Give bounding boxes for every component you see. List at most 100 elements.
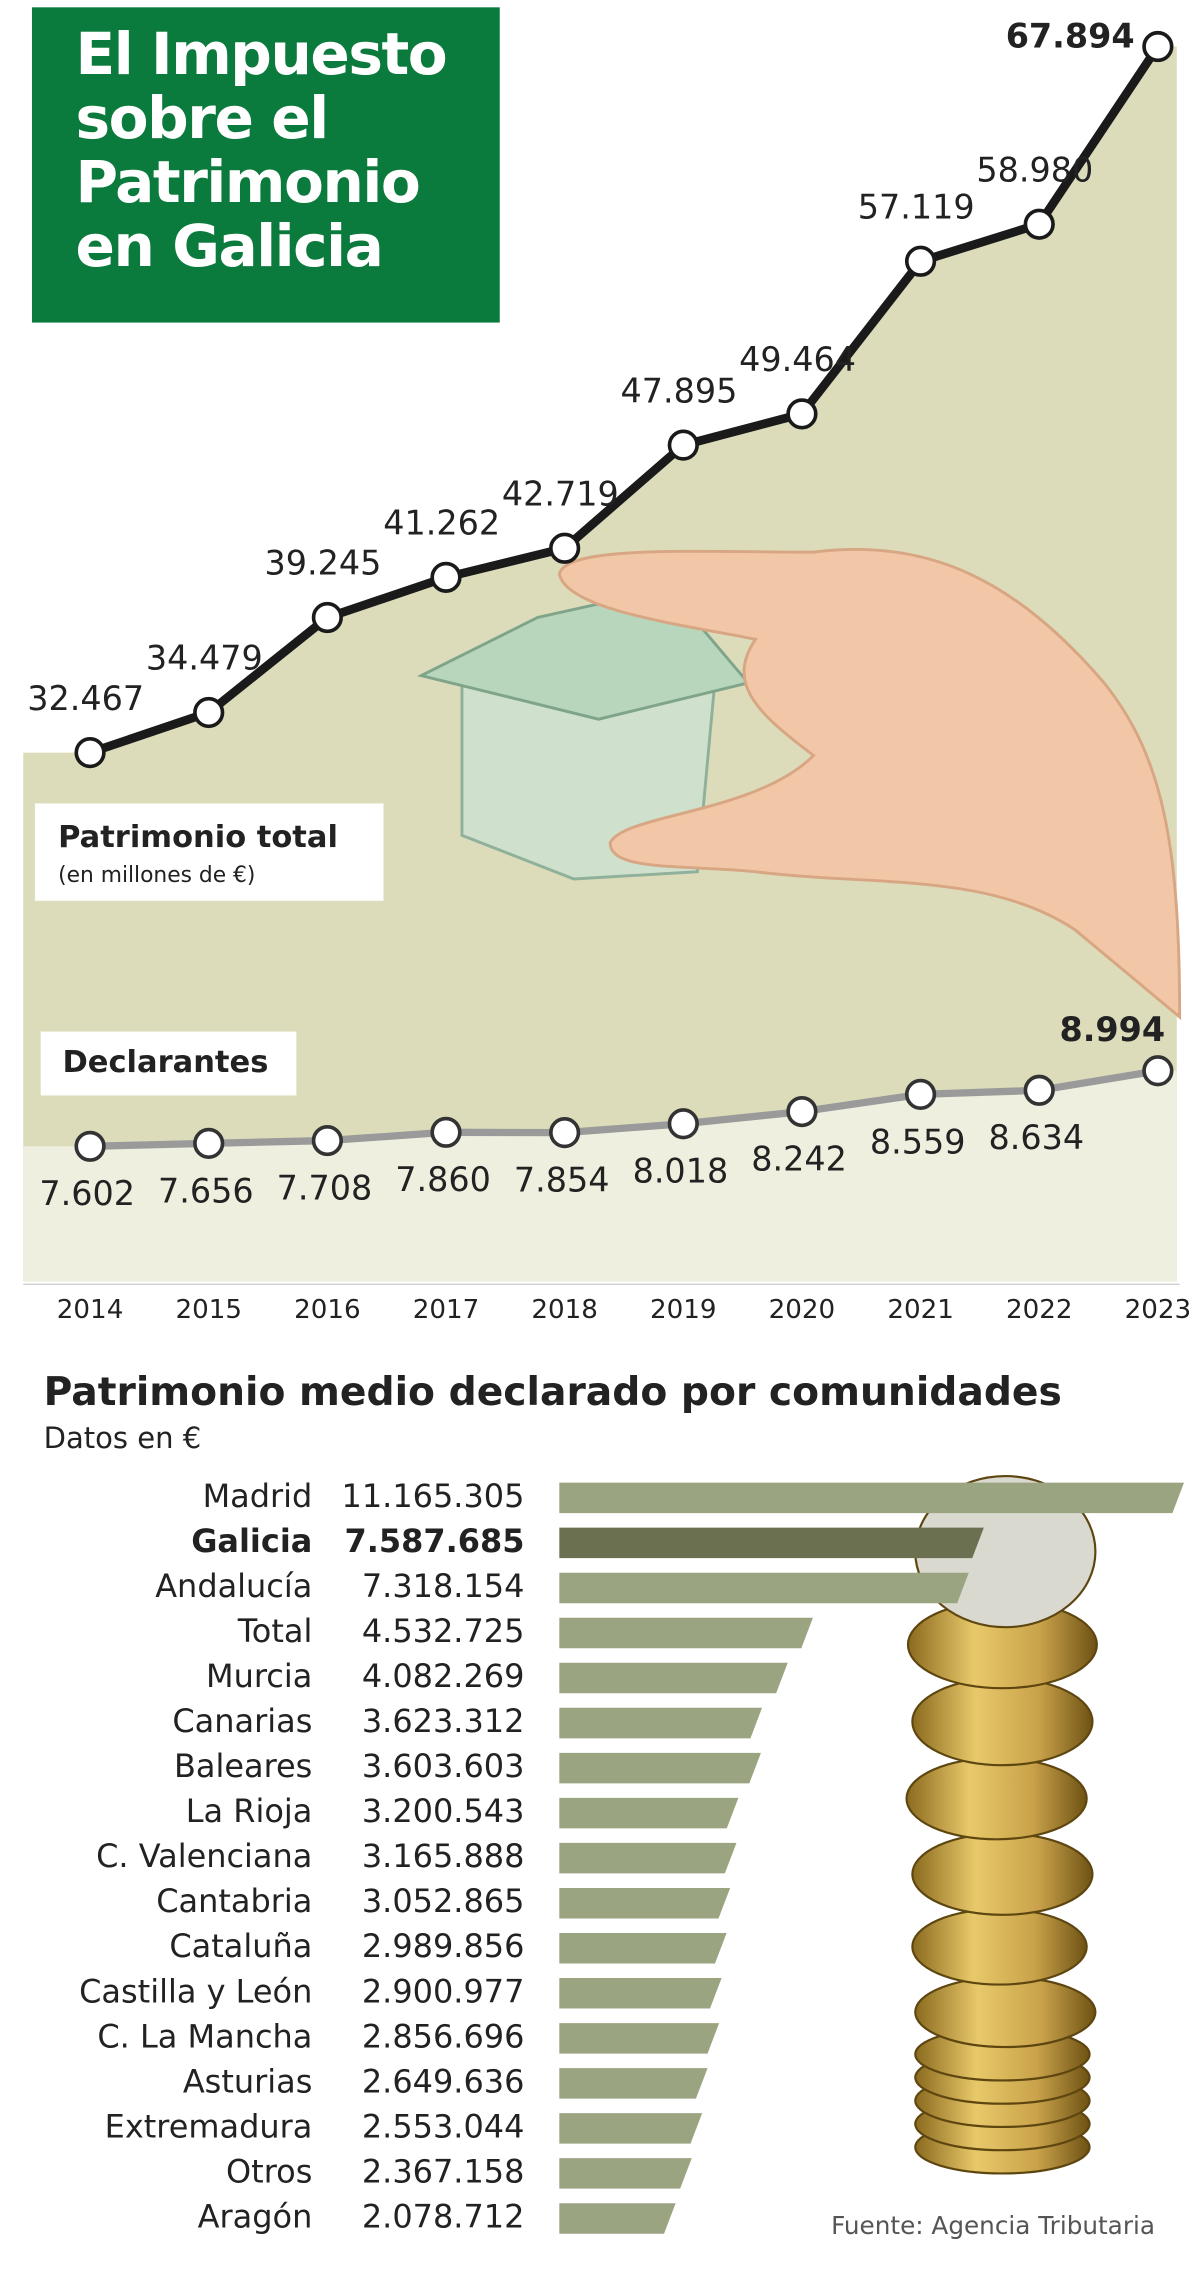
value-label: 3.623.312: [362, 1702, 525, 1740]
line: [88, 44, 1162, 757]
category-label: Canarias: [172, 1702, 312, 1740]
legend-box: [34, 803, 384, 901]
title-box: [31, 7, 500, 323]
value-label: 2.989.856: [362, 1927, 525, 1965]
value-label: 7.587.685: [345, 1522, 525, 1560]
area: [23, 1070, 1177, 1282]
marker: [1023, 208, 1055, 240]
value-label: 2.856.696: [362, 2017, 525, 2055]
marker: [549, 532, 581, 564]
data-label: 8.018: [633, 1152, 729, 1191]
data-label: 8.634: [988, 1118, 1084, 1157]
data-label: 8.994: [1059, 1010, 1165, 1049]
category-label: Otros: [226, 2152, 312, 2190]
bar: [559, 2113, 703, 2144]
line: [89, 1067, 1159, 1150]
value-label: 2.553.044: [362, 2107, 525, 2145]
data-label: 34.479: [146, 639, 263, 678]
value-label: 2.078.712: [362, 2197, 525, 2235]
category-label: Asturias: [183, 2062, 313, 2100]
value-label: 3.165.888: [362, 1837, 525, 1875]
marker: [786, 398, 818, 430]
bar: [559, 1617, 813, 1649]
value-label: 3.603.603: [362, 1747, 525, 1785]
data-label: 58.980: [976, 150, 1093, 189]
x-tick-label: 2017: [413, 1295, 480, 1325]
value-label: 3.200.543: [362, 1792, 525, 1830]
category-label: Extremadura: [105, 2107, 313, 2145]
x-tick-label: 2023: [1125, 1295, 1192, 1325]
value-label: 3.052.865: [362, 1882, 525, 1920]
data-label: 7.656: [158, 1171, 254, 1210]
value-label: 4.532.725: [362, 1612, 525, 1650]
category-label: Total: [237, 1612, 313, 1650]
value-label: 7.318.154: [362, 1567, 525, 1605]
category-label: Baleares: [174, 1747, 312, 1785]
marker: [667, 429, 699, 461]
data-label: 7.602: [39, 1174, 135, 1213]
bar: [559, 1797, 739, 1829]
category-label: La Rioja: [186, 1792, 313, 1830]
title-wrap: El Impuesto sobre el Patrimonio en Galic…: [75, 23, 448, 281]
category-label: Castilla y León: [79, 1972, 312, 2010]
bar: [559, 1482, 1185, 1514]
x-tick-label: 2020: [769, 1295, 836, 1325]
data-label: 7.708: [277, 1168, 373, 1207]
category-label: Cataluña: [169, 1927, 312, 1965]
marker: [74, 1130, 106, 1162]
category-label: Galicia: [191, 1522, 312, 1560]
category-label: Aragón: [198, 2197, 313, 2235]
bar: [559, 2158, 692, 2189]
data-label: 32.467: [27, 679, 144, 718]
bar: [559, 2023, 720, 2054]
legend-label: Declarantes: [62, 1045, 268, 1080]
category-label: Madrid: [203, 1477, 313, 1515]
data-label: 49.464: [739, 340, 856, 379]
marker: [904, 1078, 937, 1110]
marker: [430, 1116, 462, 1148]
value-label: 2.649.636: [362, 2062, 525, 2100]
bar: [559, 2203, 676, 2234]
chart-title: El Impuesto sobre el Patrimonio en Galic…: [75, 23, 448, 281]
category-label: Andalucía: [155, 1567, 312, 1605]
x-tick-label: 2014: [57, 1295, 124, 1325]
bar: [559, 1662, 788, 1694]
bar: [559, 1752, 761, 1784]
marker: [904, 245, 937, 277]
data-label: 8.242: [751, 1139, 847, 1178]
source: Fuente: Agencia Tributaria: [831, 2211, 1155, 2240]
marker: [1142, 1055, 1174, 1087]
category-label: C. Valenciana: [96, 1837, 312, 1875]
data-label: 39.245: [265, 544, 382, 583]
x-tick-label: 2016: [294, 1295, 361, 1325]
bar: [559, 2068, 708, 2099]
bar: [559, 1527, 984, 1559]
chart-subtitle: Datos en €: [44, 1421, 202, 1455]
data-label: 41.262: [383, 504, 500, 543]
marker: [311, 1124, 343, 1157]
x-tick-label: 2015: [175, 1295, 242, 1325]
data-label: 7.860: [395, 1160, 491, 1199]
data-label: 57.119: [858, 187, 975, 226]
data-label: 7.854: [514, 1161, 610, 1200]
marker: [74, 736, 106, 769]
house-illustration: [417, 548, 1182, 1021]
marker: [1142, 30, 1174, 63]
marker: [786, 1095, 818, 1128]
data-label: 42.719: [502, 474, 619, 513]
data-label: 47.895: [620, 371, 737, 410]
bar: [559, 1887, 731, 1919]
data-label: 67.894: [1006, 16, 1135, 55]
value-label: 4.082.269: [362, 1657, 525, 1695]
marker: [549, 1117, 581, 1149]
bar: [559, 1572, 969, 1604]
x-tick-label: 2022: [1006, 1295, 1073, 1325]
marker: [193, 1127, 225, 1159]
bar: [559, 1842, 737, 1874]
x-tick-label: 2021: [887, 1295, 954, 1325]
chart-title: Patrimonio medio declarado por comunidad…: [44, 1370, 1062, 1415]
data-label: 8.559: [870, 1122, 966, 1161]
bar: [559, 1707, 763, 1739]
marker: [667, 1108, 699, 1140]
